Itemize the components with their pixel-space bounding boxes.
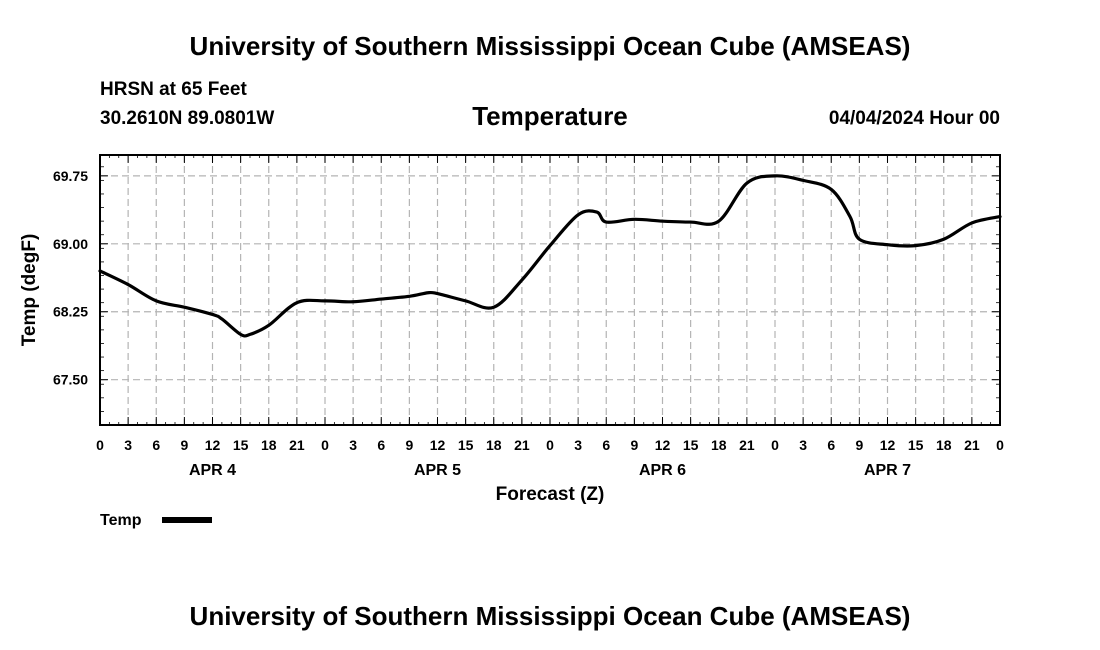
data-point — [689, 221, 692, 223]
data-point — [408, 295, 411, 298]
data-point — [774, 175, 776, 177]
day-label: APR 4 — [189, 462, 236, 479]
data-point — [239, 333, 242, 336]
x-tick-label: 9 — [405, 437, 413, 453]
x-tick-label: 15 — [908, 437, 924, 453]
x-tick-label: 21 — [964, 437, 980, 453]
data-point — [155, 300, 158, 302]
axis-ticks — [99, 155, 1001, 426]
data-point — [802, 179, 804, 182]
x-tick-label: 12 — [430, 437, 446, 453]
data-point — [746, 182, 748, 184]
coordinates-label: 30.2610N 89.0801W — [100, 108, 274, 129]
data-point — [886, 243, 889, 246]
data-point — [577, 213, 579, 216]
x-tick-label: 0 — [771, 437, 779, 453]
data-point — [549, 244, 551, 247]
y-tick-label: 69.75 — [53, 168, 88, 184]
x-tick-label: 18 — [711, 437, 727, 453]
x-tick-label: 12 — [205, 437, 221, 453]
data-point — [858, 238, 861, 241]
x-tick-label: 3 — [349, 437, 357, 453]
data-point — [492, 306, 495, 309]
x-tick-label: 21 — [289, 437, 305, 453]
x-tick-label: 18 — [261, 437, 277, 453]
x-tick-label: 0 — [546, 437, 554, 453]
data-point — [380, 298, 383, 300]
chart-title: Temperature — [472, 101, 628, 131]
x-tick-label: 9 — [180, 437, 188, 453]
x-tick-label: 6 — [152, 437, 160, 453]
x-tick-label: 0 — [321, 437, 329, 453]
data-point — [605, 221, 608, 223]
day-label: APR 5 — [414, 462, 461, 479]
data-point — [211, 313, 214, 316]
station-label: HRSN at 65 Feet — [100, 79, 247, 100]
x-tick-label: 0 — [996, 437, 1004, 453]
x-tick-label: 21 — [514, 437, 530, 453]
y-axis-label: Temp (degF) — [19, 234, 40, 347]
header-title: University of Southern Mississippi Ocean… — [190, 31, 911, 61]
series-line-temp — [98, 174, 1002, 338]
y-tick-label: 67.50 — [53, 372, 88, 388]
forecast-date-label: 04/04/2024 Hour 00 — [829, 108, 1000, 129]
data-point — [914, 244, 917, 247]
x-tick-label: 6 — [602, 437, 610, 453]
x-tick-label: 6 — [377, 437, 385, 453]
footer-title: University of Southern Mississippi Ocean… — [190, 601, 911, 631]
data-point — [521, 279, 523, 281]
x-tick-label: 9 — [855, 437, 863, 453]
data-point — [324, 300, 326, 302]
x-tick-label: 3 — [124, 437, 132, 453]
data-point — [267, 324, 270, 327]
x-tick-label: 0 — [96, 437, 104, 453]
data-point — [971, 222, 973, 224]
data-point — [249, 333, 251, 336]
day-label: APR 7 — [864, 462, 911, 479]
y-tick-label: 69.00 — [53, 236, 88, 252]
x-tick-label: 15 — [458, 437, 474, 453]
data-point — [661, 220, 664, 222]
x-tick-label: 12 — [655, 437, 671, 453]
day-labels: APR 4 APR 5 APR 6 APR 7 — [189, 462, 911, 479]
x-tick-label: 12 — [880, 437, 896, 453]
x-tick-label: 3 — [799, 437, 807, 453]
data-point — [296, 301, 298, 304]
legend-label: Temp — [100, 512, 142, 529]
x-tick-label: 18 — [936, 437, 952, 453]
day-label: APR 6 — [639, 462, 686, 479]
grid-lines — [100, 155, 1000, 425]
data-point — [942, 238, 945, 241]
data-point — [849, 215, 851, 218]
data-point — [464, 300, 467, 302]
x-tick-label: 15 — [683, 437, 699, 453]
data-point — [830, 188, 833, 191]
data-point — [127, 283, 129, 286]
x-tick-label: 9 — [630, 437, 638, 453]
data-point — [183, 306, 186, 309]
data-point — [717, 220, 720, 222]
x-tick-label: 3 — [574, 437, 582, 453]
x-tick-label: 6 — [827, 437, 835, 453]
data-point — [221, 318, 223, 320]
x-tick-label: 18 — [486, 437, 502, 453]
y-tick-labels: 67.50 68.25 69.00 69.75 — [53, 168, 88, 388]
x-tick-labels: 0 3 6 9 12 15 18 21 0 3 6 9 12 15 18 21 0 3 6 9 12 15 18 21 0 3 6 9… — [96, 437, 1004, 453]
data-point — [633, 218, 636, 221]
x-tick-label: 21 — [739, 437, 755, 453]
data-point — [596, 211, 598, 213]
data-point — [436, 292, 439, 295]
y-tick-label: 68.25 — [53, 304, 88, 320]
data-point — [352, 300, 354, 303]
x-tick-label: 15 — [233, 437, 249, 453]
data-point — [427, 291, 429, 294]
plot-series — [98, 174, 1002, 338]
x-axis-label: Forecast (Z) — [496, 484, 605, 505]
